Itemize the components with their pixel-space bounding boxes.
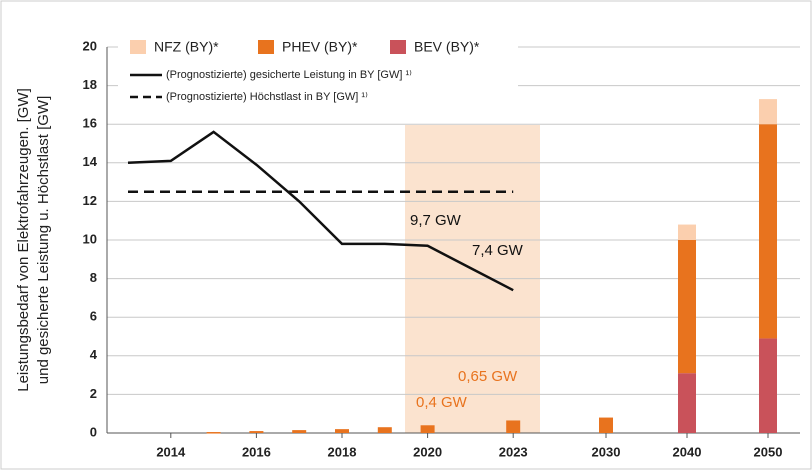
- legend-swatch: [130, 40, 146, 54]
- bar: [206, 432, 221, 434]
- legend-label: NFZ (BY)*: [154, 39, 219, 55]
- legend-label: (Prognostizierte) gesicherte Leistung in…: [166, 69, 412, 81]
- bar: [420, 425, 435, 433]
- bar: [249, 431, 264, 433]
- annotation: 0,4 GW: [416, 394, 468, 411]
- x-tick-label: 2018: [328, 444, 357, 459]
- bar: [377, 427, 392, 433]
- y-axis-label: und gesicherte Leistung u. Höchstlast [G…: [35, 96, 52, 384]
- legend-label: (Prognostizierte) Höchstlast in BY [GW] …: [166, 91, 368, 103]
- annotation: 0,65 GW: [458, 368, 518, 385]
- y-tick-label: 20: [83, 38, 97, 53]
- annotation: 9,7 GW: [410, 212, 462, 229]
- bar: [678, 224, 696, 240]
- y-tick-label: 6: [90, 309, 97, 324]
- y-tick-label: 8: [90, 270, 97, 285]
- bar: [292, 430, 307, 433]
- y-tick-label: 16: [83, 116, 97, 131]
- x-tick-label: 2030: [592, 444, 621, 459]
- bar: [678, 373, 696, 433]
- y-tick-label: 2: [90, 386, 97, 401]
- y-tick-label: 14: [83, 154, 98, 169]
- legend-label: PHEV (BY)*: [282, 39, 358, 55]
- legend-label: BEV (BY)*: [414, 39, 480, 55]
- y-axis-label: Leistungsbedarf von Elektrofahrzeugen. […: [15, 88, 32, 392]
- x-tick-label: 2020: [413, 444, 442, 459]
- legend-bg: [118, 37, 518, 101]
- y-tick-label: 12: [83, 193, 97, 208]
- y-tick-label: 18: [83, 77, 97, 92]
- bar: [506, 420, 521, 433]
- bar: [759, 338, 777, 433]
- bar: [759, 124, 777, 339]
- line: [127, 130, 514, 292]
- x-tick-label: 2014: [156, 444, 186, 459]
- x-tick-label: 2016: [242, 444, 271, 459]
- x-tick-label: 2023: [499, 444, 528, 459]
- x-tick-label: 2050: [754, 444, 783, 459]
- y-tick-label: 4: [90, 347, 98, 362]
- legend-swatch: [258, 40, 274, 54]
- legend-swatch: [390, 40, 406, 54]
- y-tick-label: 10: [83, 231, 97, 246]
- bar: [759, 99, 777, 125]
- annotation: 7,4 GW: [472, 242, 524, 259]
- x-tick-label: 2040: [673, 444, 702, 459]
- y-tick-label: 0: [90, 424, 97, 439]
- bar: [678, 240, 696, 374]
- bar: [335, 429, 349, 433]
- bar: [599, 417, 613, 433]
